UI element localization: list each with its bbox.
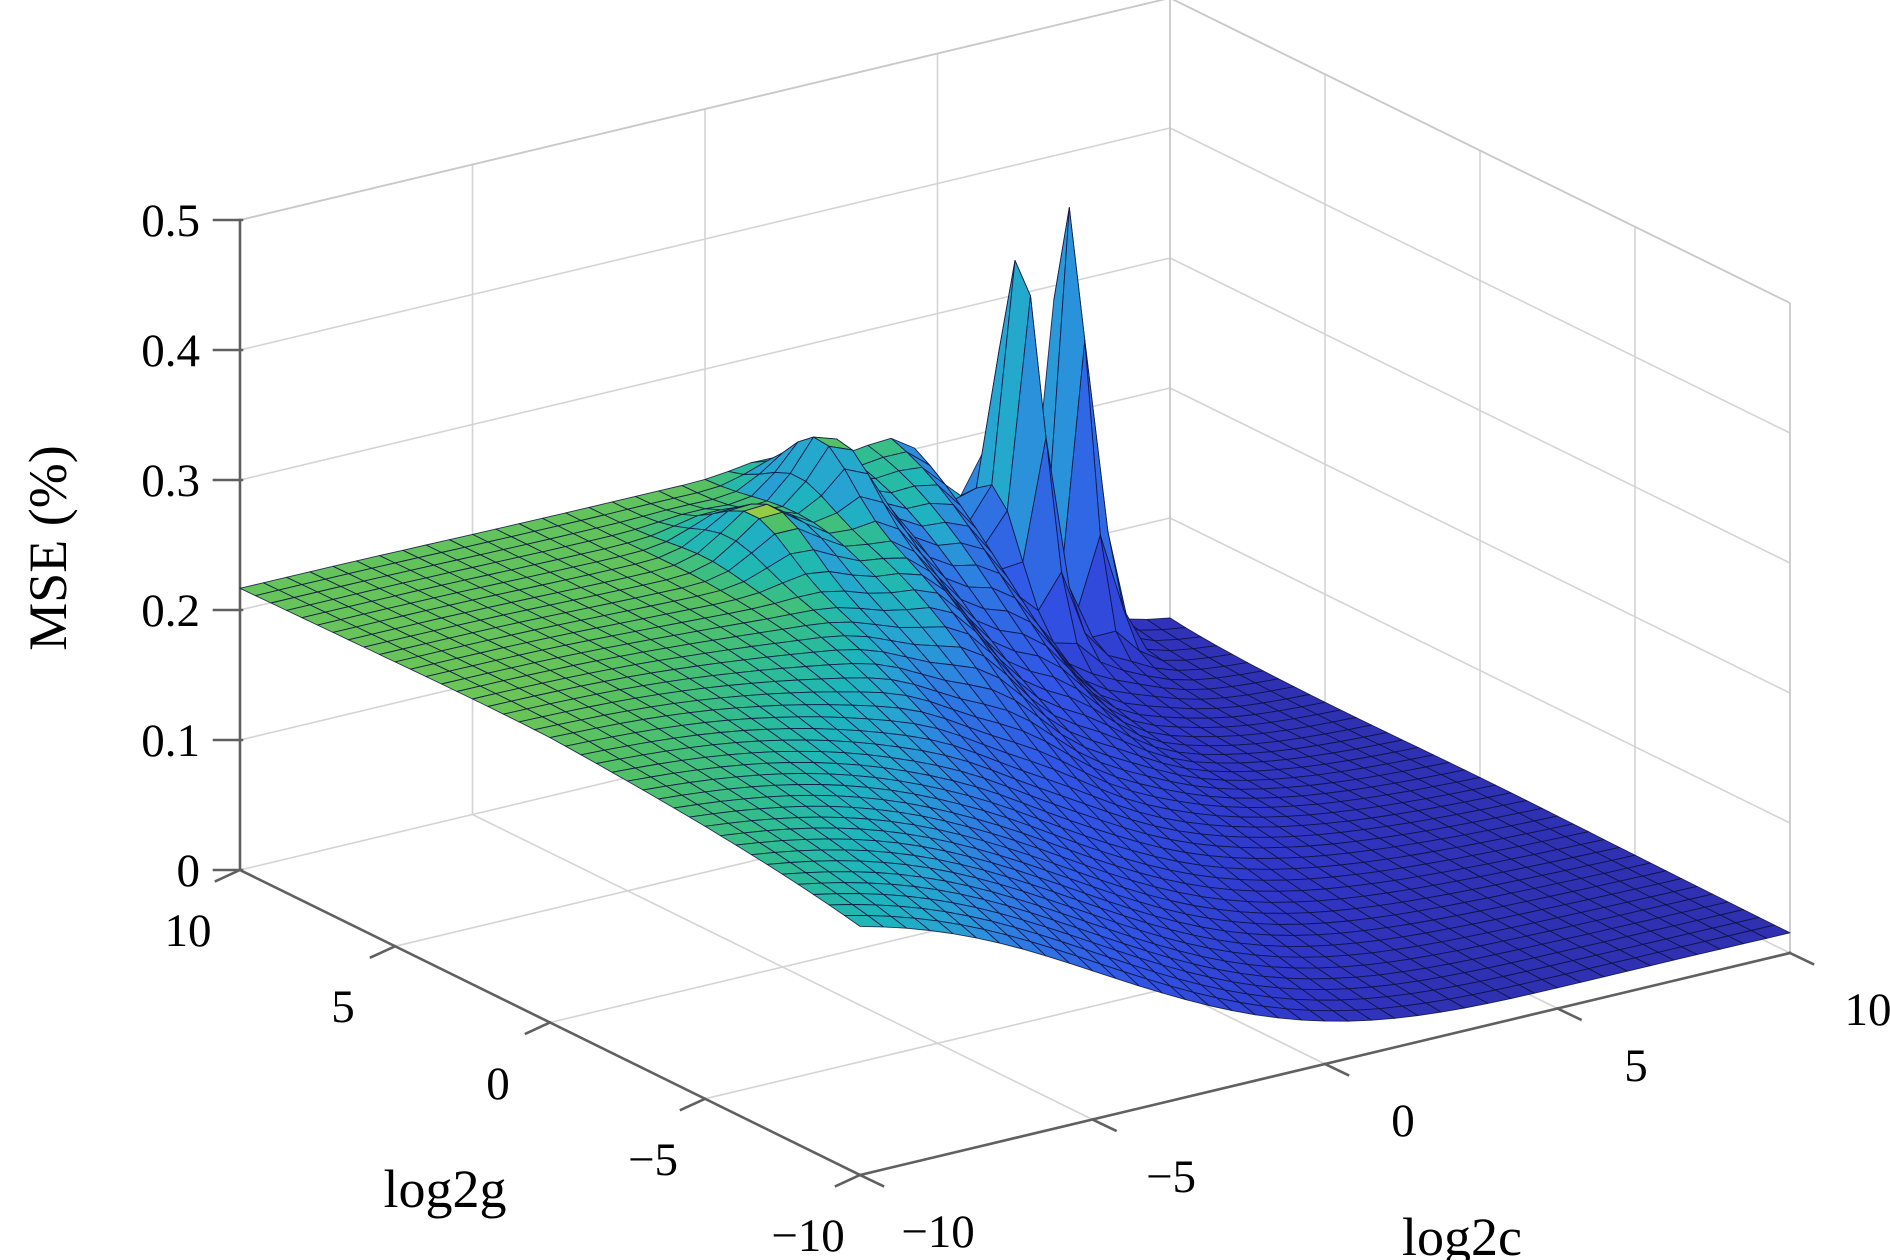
z-tick-label: 0.4 (141, 325, 200, 377)
plot-box-edges (239, 0, 1791, 953)
x-tick-label: 0 (1391, 1095, 1415, 1147)
y-tick-label: −5 (628, 1134, 678, 1186)
z-tick-label: 0 (177, 845, 201, 897)
y-tick-label: 10 (165, 905, 212, 957)
y-tick-label: 5 (331, 981, 355, 1033)
surface-mesh (239, 207, 1791, 1022)
z-tick-label: 0.5 (141, 195, 200, 247)
x-axis-label: log2c (1402, 1207, 1522, 1260)
y-tick-label: −10 (771, 1210, 845, 1260)
z-tick-label: 0.3 (141, 455, 200, 507)
y-tick-label: 0 (486, 1058, 510, 1110)
x-tick-label: 5 (1624, 1040, 1648, 1092)
x-tick-label: 10 (1845, 984, 1890, 1036)
axes-lines (212, 218, 1815, 1188)
x-tick-label: −10 (901, 1206, 975, 1258)
z-tick-label: 0.2 (141, 585, 200, 637)
z-axis-label: MSE (%) (18, 445, 78, 651)
x-tick-label: −5 (1146, 1151, 1196, 1203)
y-axis-label: log2g (383, 1159, 507, 1219)
tick-labels: 0 0.1 0.2 0.3 0.4 0.5 10 5 0 −5 −10 −10 −5 0 5 10 (141, 195, 1890, 1260)
z-tick-label: 0.1 (141, 715, 200, 767)
